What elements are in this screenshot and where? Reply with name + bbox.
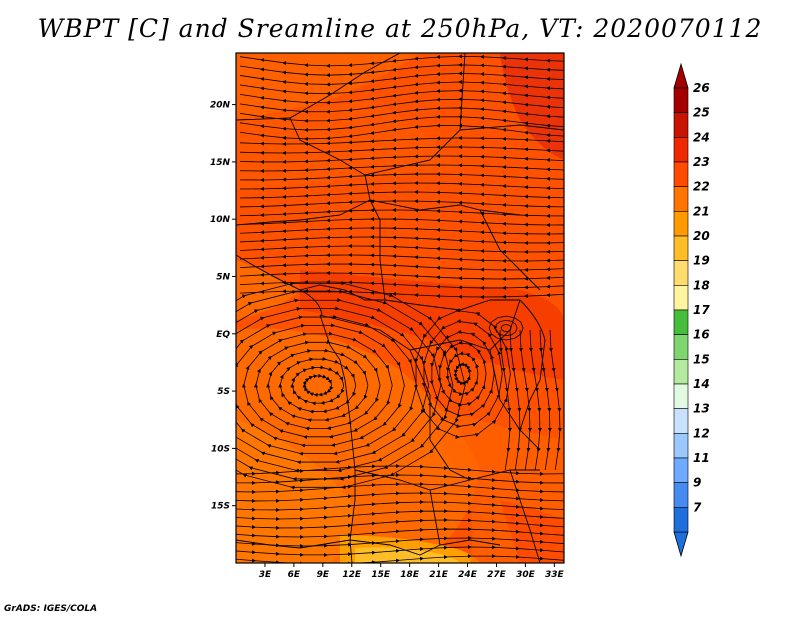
lat-label: 5S [217,387,230,397]
lat-label: EQ [216,330,230,340]
streamline [538,329,552,471]
streamline [239,180,564,191]
lon-label: 12E [342,570,362,580]
streamline [236,464,564,476]
credit-label: GrADS: IGES/COLA [4,604,98,614]
map-panel [236,53,564,563]
colorbar-label: 7 [693,500,702,514]
colorbar-segment [673,334,689,360]
colorbar-segment [673,211,689,237]
colorbar-label: 17 [693,303,710,317]
colorbar-label: 26 [693,81,710,95]
streamline [239,190,564,200]
colorbar-label: 13 [693,402,710,416]
lon-label: 18E [400,570,420,580]
streamline [239,163,564,174]
streamline [239,135,564,146]
colorbar-segment [673,186,689,212]
latitude-axis: 20N 15N 10N 5N EQ 5S 10S 15S [210,101,236,512]
lat-label: 15S [211,502,230,512]
colorbar-segment [673,260,689,286]
page-title: WBPT [C] and Sreamline at 250hPa, VT: 20… [37,14,763,43]
colorbar-top-arrow [673,62,689,89]
colorbar-label: 20 [693,229,710,243]
streamline [239,235,564,245]
streamline [239,154,564,164]
colorbar-segment [673,87,689,113]
colorbar-segment [673,359,689,385]
lon-label: 30E [516,570,536,580]
lat-label: 10N [210,215,231,225]
colorbar-label: 14 [693,377,710,391]
colorbar: 26 25 24 23 22 21 20 19 18 17 16 15 14 13 12 11 9 7 [673,62,710,558]
colorbar-bottom-arrow [673,531,689,558]
colorbar-segment [673,433,689,459]
streamline [239,217,564,227]
colorbar-label: 16 [693,328,710,342]
lat-label: 20N [210,101,231,111]
streamline [236,473,564,485]
lat-label: 15N [210,158,231,168]
lon-label: 33E [545,570,565,580]
streamline [239,172,564,182]
lon-label: 24E [458,570,478,580]
colorbar-segment [673,408,689,434]
lon-label: 21E [429,570,449,580]
colorbar-label: 24 [693,130,710,144]
colorbar-segment [673,457,689,483]
colorbar-label: 25 [693,106,710,120]
map-frame [235,52,565,564]
streamline [239,225,564,236]
streamline [500,324,512,332]
colorbar-segment [673,309,689,335]
lat-label: 10S [211,444,230,454]
lat-label: 5N [216,272,230,282]
streamline [239,262,564,272]
colorbar-segment [673,482,689,508]
colorbar-segment [673,383,689,409]
colorbar-label: 19 [693,254,710,268]
lon-label: 9E [317,570,330,580]
colorbar-label: 11 [693,451,710,465]
streamline [239,145,564,155]
lon-label: 6E [288,570,301,580]
streamline [239,208,564,218]
lon-label: 15E [371,570,391,580]
colorbar-segment [673,285,689,311]
streamline [508,329,522,471]
streamline [239,199,564,209]
colorbar-segment [673,507,689,533]
colorbar-label: 9 [693,476,701,490]
colorbar-label: 21 [693,204,710,218]
lon-label: 27E [487,570,507,580]
longitude-axis: 3E 6E 9E 12E 15E 18E 21E 24E 27E 30E 33E [259,563,565,580]
streamline [488,315,524,341]
streamline [518,329,532,471]
colorbar-label: 12 [693,426,710,440]
streamline [498,329,512,471]
colorbar-segment [673,161,689,187]
streamline [548,329,562,471]
streamline [413,308,511,439]
streamline [239,270,564,281]
streamline [239,253,564,263]
colorbar-label: 18 [693,278,710,292]
streamline [239,244,564,255]
colorbar-segment [673,235,689,261]
colorbar-segment [673,137,689,163]
streamline [528,329,542,471]
streamlines [236,54,564,563]
colorbar-label: 22 [693,180,710,194]
lon-label: 3E [259,570,272,580]
colorbar-segment [673,112,689,138]
colorbar-label: 23 [693,155,710,169]
colorbar-label: 15 [693,352,710,366]
streamline [494,319,518,337]
